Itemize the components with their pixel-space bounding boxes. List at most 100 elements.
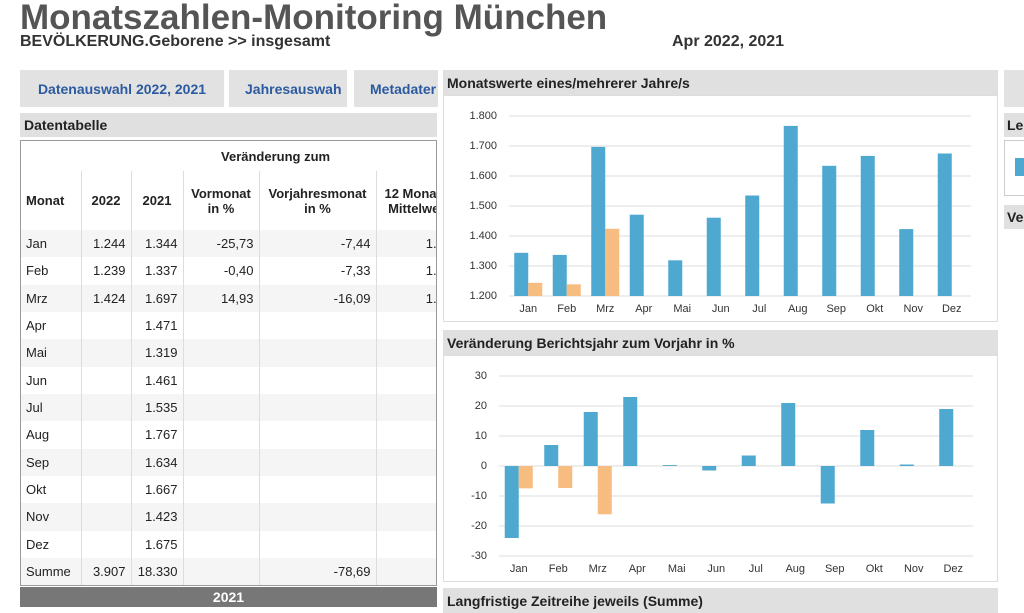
x-tick-label: Jun bbox=[712, 303, 730, 315]
bar bbox=[605, 228, 620, 296]
bar bbox=[822, 165, 837, 296]
table-cell: 1.423 bbox=[130, 503, 184, 531]
tab[interactable]: Datenauswahl 2022, 2021 bbox=[20, 70, 224, 107]
table-cell bbox=[80, 311, 131, 340]
period: Apr 2022, 2021 bbox=[672, 33, 785, 50]
tab[interactable]: Jahresauswah bbox=[229, 70, 347, 107]
y-tick-label: 20 bbox=[475, 400, 487, 412]
y-tick-label: 1.800 bbox=[469, 110, 497, 122]
table-row: Mai 1.319 bbox=[21, 339, 436, 367]
table-row: Sep 1.634 bbox=[21, 448, 436, 476]
panel-header: Monatswerte eines/mehrerer Jahre/s bbox=[443, 70, 998, 95]
table-cell: 1.697 bbox=[130, 284, 184, 312]
table-cell: 1.337 bbox=[130, 257, 184, 285]
chart: 1.200 1.300 1.400 1.500 1.600 1.700 1.800 Jan Fe… bbox=[469, 110, 971, 315]
bar bbox=[899, 464, 914, 466]
table-cell: 1.244 bbox=[80, 230, 131, 258]
table-cell: Feb bbox=[26, 263, 49, 279]
table-cell: Mrz bbox=[26, 290, 48, 306]
table-cell bbox=[375, 421, 436, 449]
y-tick-label: 1.700 bbox=[469, 140, 497, 152]
bar bbox=[820, 466, 835, 504]
table-cell: 1.344 bbox=[130, 230, 184, 258]
table-cell: 14,93 bbox=[182, 284, 260, 312]
column-header: Vormonat in % bbox=[182, 171, 260, 230]
y-tick-label: 1.200 bbox=[469, 290, 497, 302]
x-tick-label: Dez bbox=[942, 303, 962, 315]
x-tick-label: Nov bbox=[903, 303, 923, 315]
side-header: Le bbox=[1004, 113, 1024, 137]
table-cell bbox=[80, 503, 131, 531]
table-cell bbox=[80, 530, 131, 558]
table-cell bbox=[182, 557, 260, 585]
table-cell bbox=[182, 503, 260, 531]
bar bbox=[528, 282, 543, 296]
legend-swatch bbox=[1015, 158, 1024, 176]
data-table: Veränderung zum Monat 2022 2021 Vormonat in… bbox=[21, 141, 436, 585]
bar bbox=[662, 465, 677, 466]
bar bbox=[668, 260, 683, 296]
x-tick-label: Feb bbox=[557, 303, 576, 315]
table-cell: Sep bbox=[26, 454, 50, 470]
spacer bbox=[21, 141, 183, 171]
table-cell bbox=[258, 393, 377, 422]
table-cell bbox=[375, 475, 436, 504]
table-cell bbox=[80, 366, 131, 394]
x-tick-label: Aug bbox=[788, 303, 808, 315]
page-title: Monatszahlen-Monitoring München bbox=[20, 0, 608, 37]
y-tick-label: 30 bbox=[475, 370, 487, 382]
table-row: Apr 1.471 bbox=[21, 311, 436, 340]
table-cell: 3.907 bbox=[80, 557, 131, 585]
table-cell: Nov bbox=[26, 509, 50, 525]
bar bbox=[629, 214, 644, 296]
side-tab bbox=[1004, 70, 1024, 107]
table-cell bbox=[375, 557, 436, 585]
panel-header: Veränderung Berichtsjahr zum Vorjahr in … bbox=[443, 330, 998, 355]
bar bbox=[783, 125, 798, 297]
bar bbox=[518, 466, 533, 489]
chart-box: 1.200 1.300 1.400 1.500 1.600 1.700 1.800 Jan Fe… bbox=[443, 95, 998, 322]
tab[interactable]: Metadater bbox=[354, 70, 438, 107]
x-tick-label: Jan bbox=[510, 563, 528, 575]
table-cell: Okt bbox=[26, 482, 47, 498]
table-row: Summe 3.907 18.330 -78,69 bbox=[21, 557, 436, 585]
bar bbox=[745, 195, 760, 296]
bar bbox=[544, 445, 559, 466]
table-cell: Jul bbox=[26, 400, 43, 416]
table-cell bbox=[258, 366, 377, 394]
panel-header: Langfristige Zeitreihe jeweils (Summe) bbox=[443, 588, 998, 613]
table-cell: Aug bbox=[26, 427, 50, 443]
table-cell: Dez bbox=[26, 536, 50, 552]
table-row: Jun 1.461 bbox=[21, 366, 436, 394]
column-header: 2022 bbox=[80, 171, 131, 230]
bar bbox=[899, 229, 914, 296]
table-cell: Summe bbox=[26, 564, 71, 580]
column-header: Vorjahresmonat in % bbox=[258, 171, 377, 230]
table-cell bbox=[375, 393, 436, 422]
y-tick-label: -20 bbox=[471, 520, 487, 532]
y-tick-label: 1.500 bbox=[469, 200, 497, 212]
y-tick-label: 10 bbox=[475, 430, 487, 442]
y-tick-label: 1.300 bbox=[469, 260, 497, 272]
y-tick-label: 0 bbox=[481, 460, 487, 472]
x-tick-label: Jun bbox=[707, 563, 725, 575]
table-cell: 1.51 bbox=[375, 257, 436, 285]
bar bbox=[741, 455, 756, 466]
data-table-box: Veränderung zum Monat 2022 2021 Vormonat in… bbox=[20, 140, 437, 586]
table-cell bbox=[375, 530, 436, 558]
chart: -30 -20 -10 0 10 20 30 Jan Feb Mrz Apr Mai Jun Jul Aug… bbox=[471, 370, 973, 575]
table-cell bbox=[375, 448, 436, 476]
table-cell bbox=[182, 366, 260, 394]
x-tick-label: Apr bbox=[629, 563, 646, 575]
group-header: Veränderung zum bbox=[221, 148, 331, 164]
table-footer: 2021 bbox=[20, 587, 437, 607]
table-cell bbox=[182, 393, 260, 422]
bar bbox=[860, 155, 875, 296]
table-cell bbox=[182, 421, 260, 449]
page-subtitle: BEVÖLKERUNG.Geborene >> insgesamt bbox=[20, 33, 331, 50]
side-header: Ve bbox=[1004, 205, 1024, 229]
x-tick-label: Sep bbox=[825, 563, 845, 575]
table-cell: Jun bbox=[26, 372, 47, 388]
bar bbox=[504, 466, 519, 538]
